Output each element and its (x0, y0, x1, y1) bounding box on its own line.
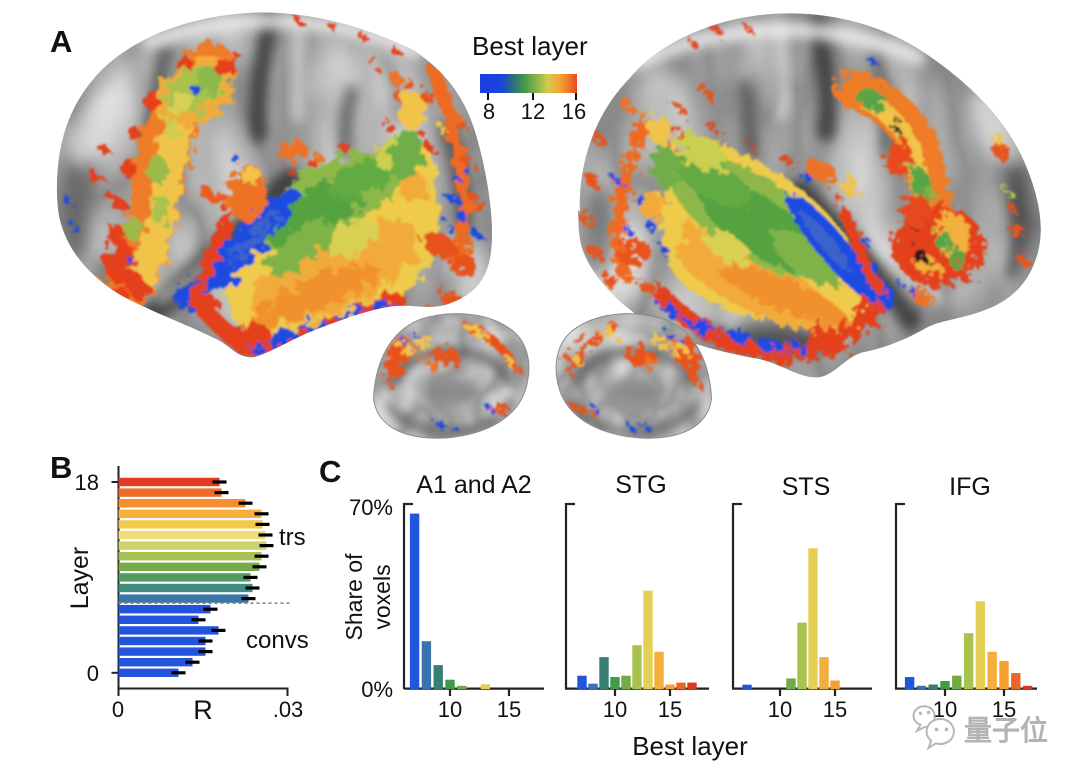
svg-text:STG: STG (615, 471, 666, 499)
svg-text:8: 8 (483, 99, 495, 124)
svg-text:量子位: 量子位 (964, 714, 1048, 746)
svg-text:A: A (50, 24, 72, 59)
svg-text:10: 10 (603, 697, 627, 722)
svg-text:STS: STS (782, 473, 831, 501)
svg-text:voxels: voxels (369, 564, 395, 629)
svg-text:R: R (193, 695, 213, 725)
svg-text:10: 10 (933, 697, 957, 722)
svg-text:.03: .03 (273, 697, 304, 722)
svg-text:0: 0 (112, 697, 124, 722)
svg-text:15: 15 (823, 697, 847, 722)
svg-text:70%: 70% (349, 495, 393, 520)
svg-text:12: 12 (521, 99, 545, 124)
svg-text:0: 0 (87, 661, 99, 686)
svg-text:B: B (50, 450, 72, 485)
svg-text:15: 15 (658, 697, 682, 722)
svg-text:15: 15 (992, 697, 1016, 722)
svg-text:Layer: Layer (66, 547, 94, 610)
svg-text:15: 15 (497, 697, 521, 722)
svg-text:C: C (319, 454, 341, 489)
svg-text:18: 18 (75, 470, 99, 495)
svg-text:Share of: Share of (341, 553, 367, 641)
svg-text:IFG: IFG (949, 473, 991, 501)
svg-text:convs: convs (246, 627, 309, 654)
svg-text:10: 10 (438, 697, 462, 722)
svg-text:Best layer: Best layer (632, 731, 748, 761)
svg-text:A1 and A2: A1 and A2 (416, 471, 531, 499)
svg-text:16: 16 (562, 99, 586, 124)
svg-text:10: 10 (768, 697, 792, 722)
svg-text:Best layer: Best layer (472, 31, 588, 61)
svg-text:0%: 0% (361, 677, 393, 702)
svg-text:trs: trs (279, 524, 306, 551)
